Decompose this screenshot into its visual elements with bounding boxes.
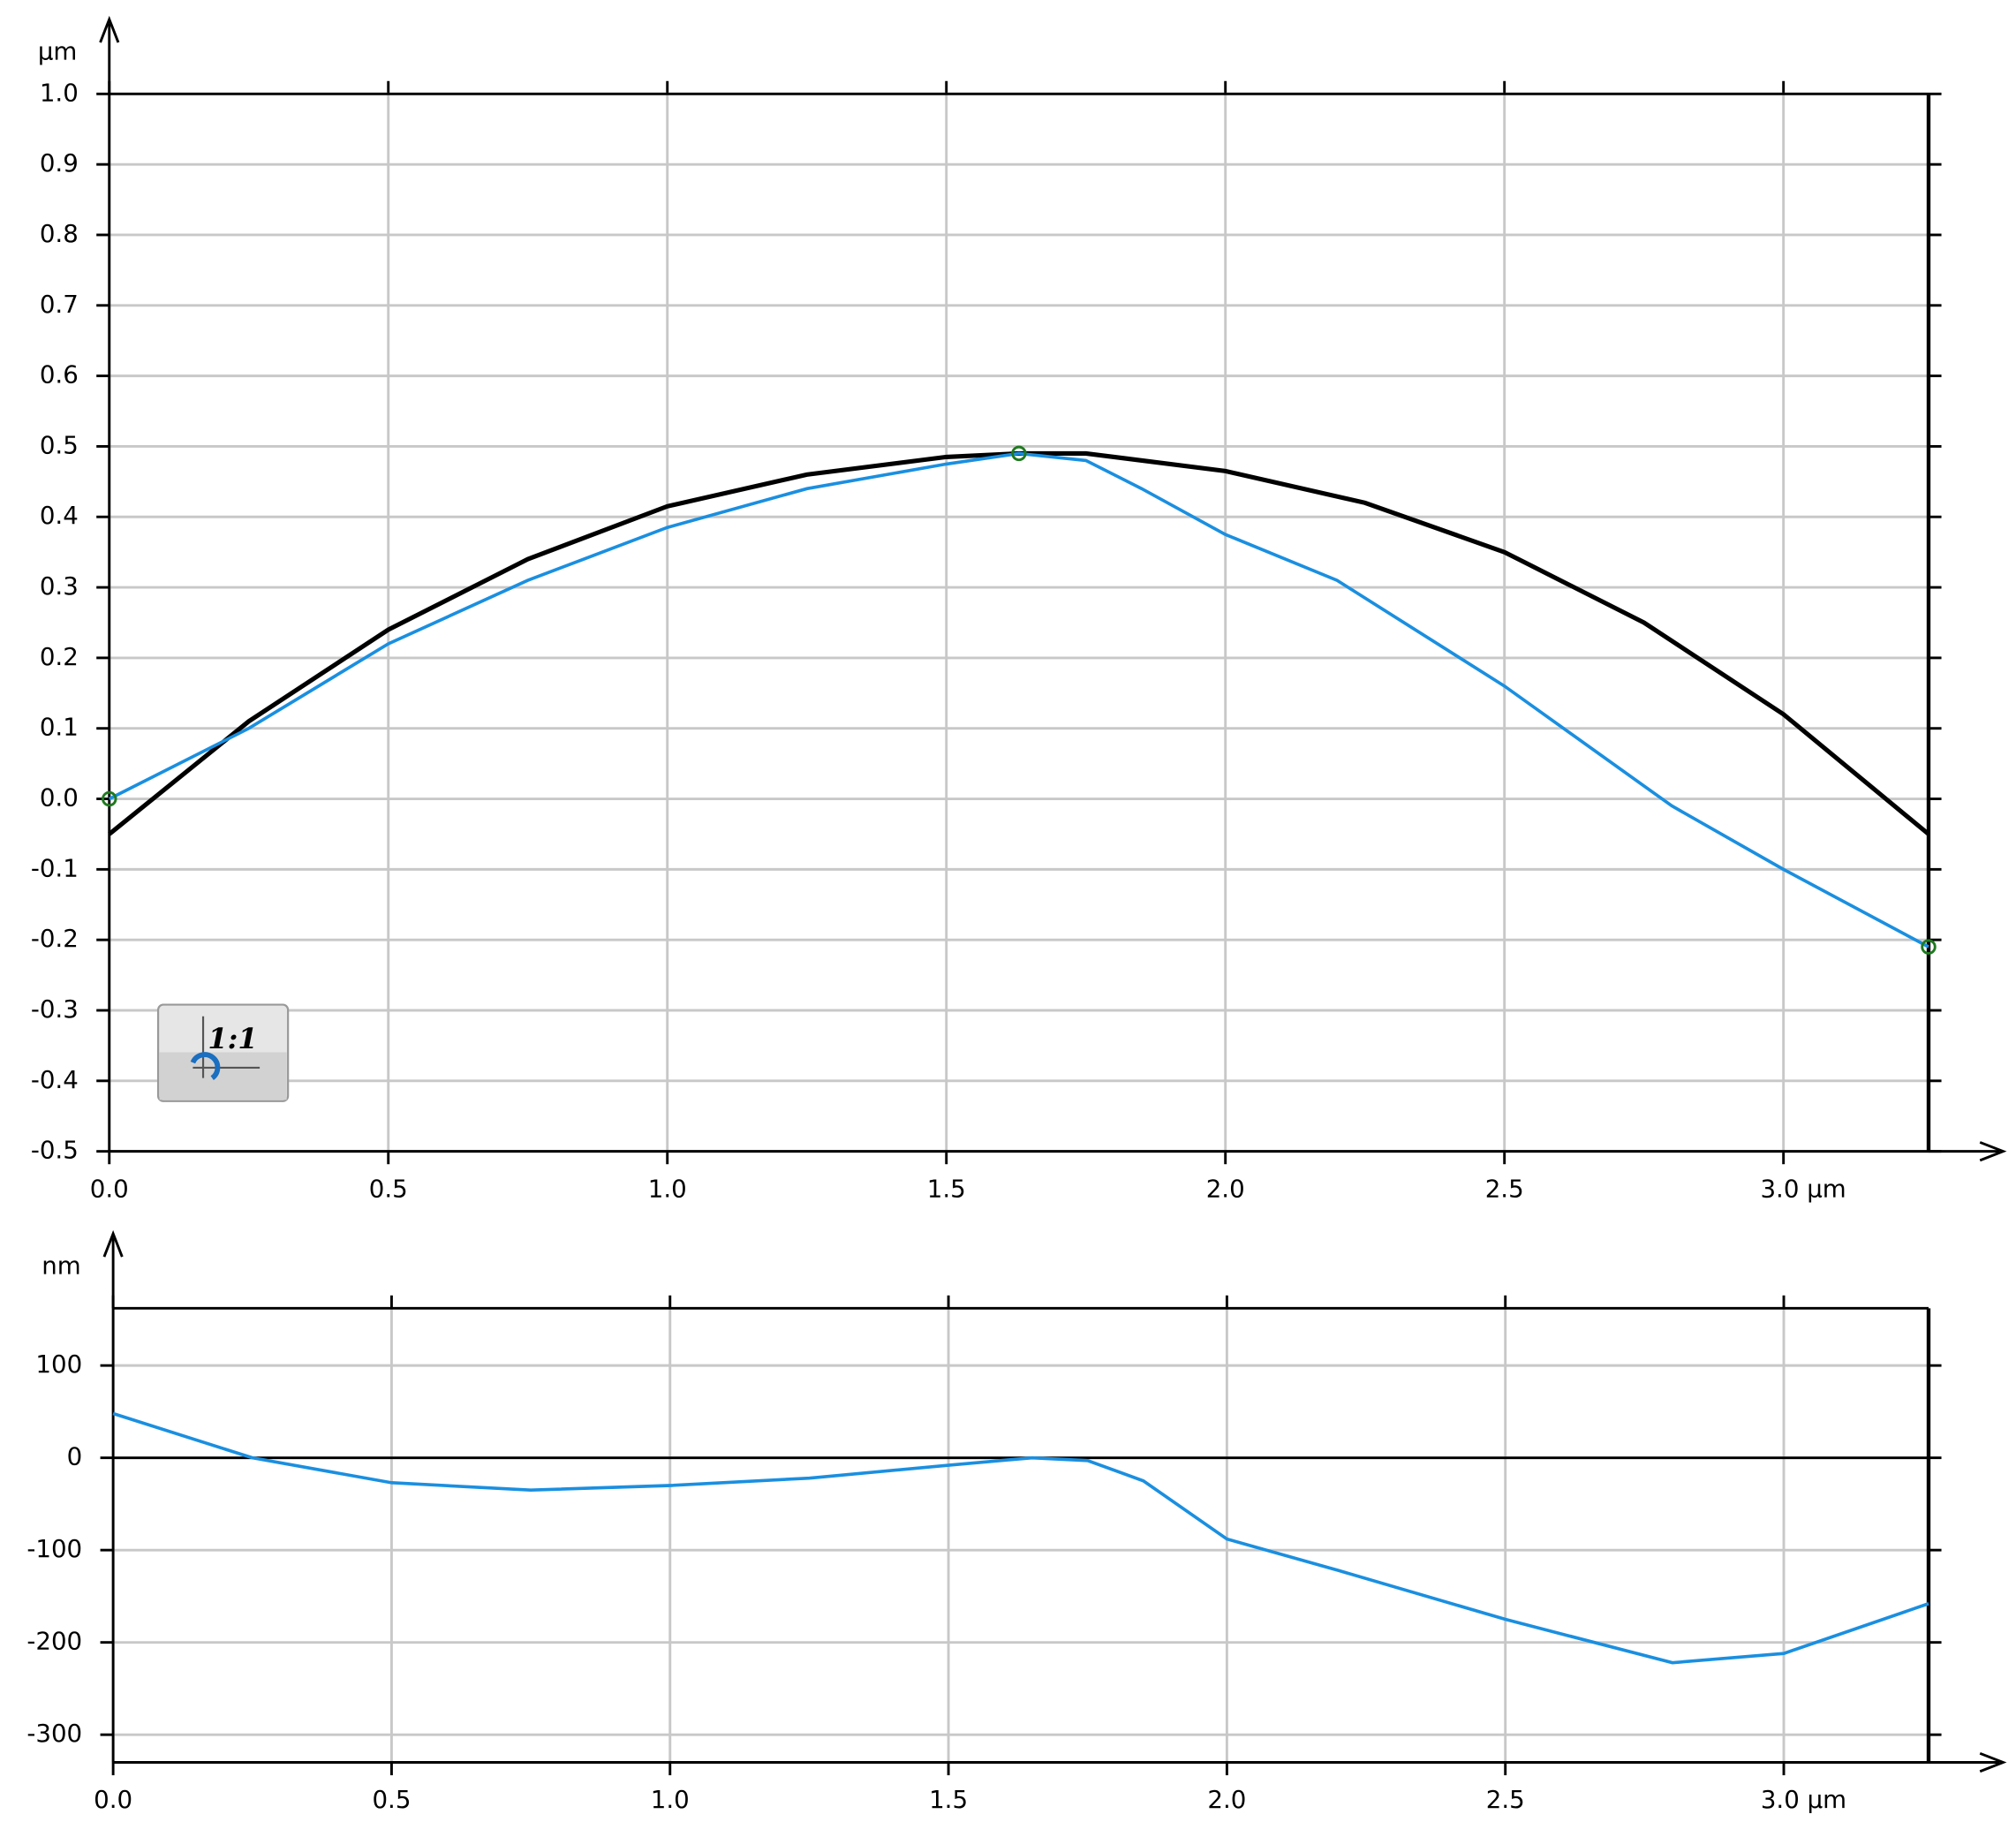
y-tick-label: -200 [26, 1627, 82, 1656]
marker [1921, 939, 1937, 955]
y-tick-label: -300 [26, 1719, 82, 1748]
x-tick-label: 2.5 [1485, 1174, 1524, 1203]
scale-button-shade [159, 1052, 287, 1100]
y-tick-label: 0.7 [40, 290, 79, 319]
x-tick-label: 2.5 [1486, 1785, 1525, 1814]
scale-button-label[interactable]: 1:1 [208, 1022, 257, 1055]
y-tick-label: -0.3 [31, 994, 79, 1024]
y-arrow [102, 1229, 124, 1258]
series-line [112, 1411, 1929, 1665]
x-tick-label: 2.0 [1207, 1785, 1246, 1814]
y-unit-label: nm [42, 1251, 80, 1281]
x-tick-label: 1.0 [648, 1174, 687, 1203]
y-tick-label: 1.0 [40, 78, 79, 107]
y-tick-label: -0.1 [31, 853, 79, 882]
y-tick-label: 0.3 [40, 571, 79, 601]
marker [102, 790, 117, 807]
x-tick-label: 0.5 [369, 1174, 408, 1203]
y-tick-label: 0.0 [40, 783, 79, 813]
button-icon-arrow [190, 1052, 221, 1080]
x-tick-label: 1.5 [929, 1785, 968, 1814]
x-arrow [1979, 1141, 2007, 1162]
y-tick-label: 0.8 [40, 219, 79, 248]
y-tick-label: -0.5 [31, 1136, 79, 1165]
x-tick-label: 0.5 [372, 1785, 411, 1814]
x-tick-label: 3.0 μm [1760, 1174, 1846, 1203]
series-line [108, 451, 1929, 949]
y-arrow [99, 15, 120, 43]
y-tick-label: -100 [26, 1534, 82, 1563]
x-tick-label: 0.0 [90, 1174, 129, 1203]
y-tick-label: 0.1 [40, 713, 79, 742]
series-line [108, 450, 1930, 836]
x-tick-label: 3.0 μm [1761, 1785, 1846, 1814]
y-tick-label: 0.6 [40, 360, 79, 389]
x-tick-label: 1.0 [651, 1785, 690, 1814]
y-tick-label: -0.2 [31, 924, 79, 953]
y-tick-label: 0.9 [40, 148, 79, 178]
x-tick-label: 1.5 [927, 1174, 966, 1203]
y-tick-label: 0.5 [40, 430, 79, 459]
marker [1011, 445, 1027, 462]
x-tick-label: 0.0 [94, 1785, 132, 1814]
y-tick-label: -0.4 [31, 1065, 79, 1094]
x-tick-label: 2.0 [1206, 1174, 1245, 1203]
y-tick-label: 0.2 [40, 642, 79, 671]
y-unit-label: μm [38, 37, 78, 66]
y-tick-label: 0 [67, 1442, 83, 1471]
y-tick-label: 100 [35, 1349, 82, 1379]
y-tick-label: 0.4 [40, 501, 79, 530]
x-arrow [1979, 1751, 2007, 1773]
